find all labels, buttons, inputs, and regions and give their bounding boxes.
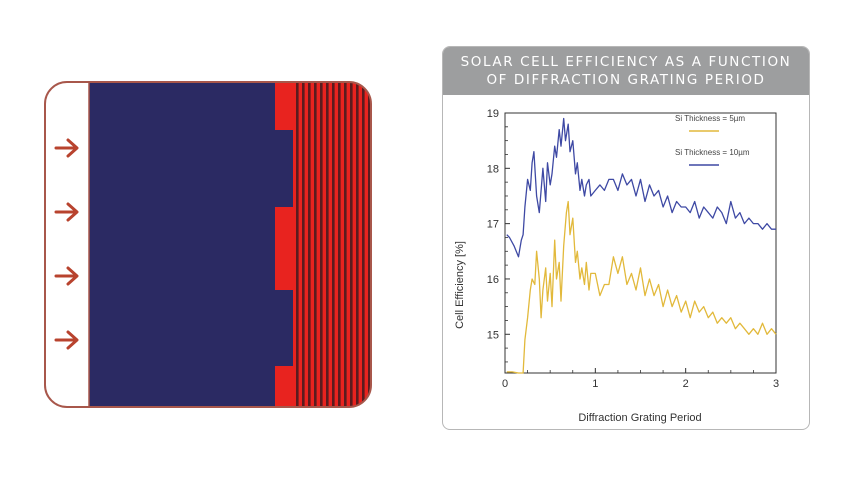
legend-label-2: Si Thickness = 10µm: [675, 148, 750, 157]
grating-stripe: [308, 82, 311, 407]
legend-label-1: Si Thickness = 5µm: [675, 114, 745, 123]
y-tick-label: 18: [487, 163, 499, 175]
arrow-right-icon: [54, 330, 79, 350]
grating-tooth: [274, 130, 293, 207]
x-tick-label: 0: [502, 378, 508, 390]
x-tick-label: 2: [683, 378, 689, 390]
y-tick-label: 15: [487, 329, 499, 341]
chart-title: SOLAR CELL EFFICIENCY AS A FUNCTION OF D…: [443, 47, 809, 95]
chart-series: [506, 117, 777, 374]
y-axis-title: Cell Efficiency [%]: [454, 241, 466, 329]
absorber-layer: [89, 82, 275, 407]
grating-stripe: [344, 82, 347, 407]
grating-stripe: [362, 82, 365, 407]
chart-panel: SOLAR CELL EFFICIENCY AS A FUNCTION OF D…: [442, 46, 810, 430]
chart-axes: 0 1 2 3 15 16 17 18 19: [487, 108, 779, 390]
arrow-right-icon: [54, 202, 79, 222]
arrow-right-icon: [54, 266, 79, 286]
grating-stripe: [296, 82, 299, 407]
grating-stripe: [326, 82, 329, 407]
grating-tooth: [274, 290, 293, 366]
cell-frame: [44, 81, 372, 408]
y-tick-label: 16: [487, 274, 499, 286]
grating-stripe: [302, 82, 305, 407]
grating-stripe: [356, 82, 359, 407]
arrow-right-icon: [54, 138, 79, 158]
y-tick-label: 19: [487, 108, 499, 120]
x-tick-label: 1: [592, 378, 598, 390]
y-tick-label: 17: [487, 219, 499, 231]
series-line-1: [506, 200, 777, 374]
grating-stripe: [338, 82, 341, 407]
chart-legend: Si Thickness = 5µm Si Thickness = 10µm: [675, 114, 750, 166]
series-line-2: [506, 117, 776, 258]
solar-cell-diagram: [44, 81, 372, 408]
grating-stripe: [320, 82, 323, 407]
x-tick-label: 3: [773, 378, 779, 390]
chart-title-line-1: SOLAR CELL EFFICIENCY AS A FUNCTION: [460, 54, 792, 70]
x-axis-title: Diffraction Grating Period: [578, 412, 701, 424]
grating-stripe: [368, 82, 371, 407]
grating-stripe: [350, 82, 353, 407]
grating-stripe: [314, 82, 317, 407]
chart-title-line-2: OF DIFFRACTION GRATING PERIOD: [486, 72, 766, 88]
grating-stripe: [332, 82, 335, 407]
